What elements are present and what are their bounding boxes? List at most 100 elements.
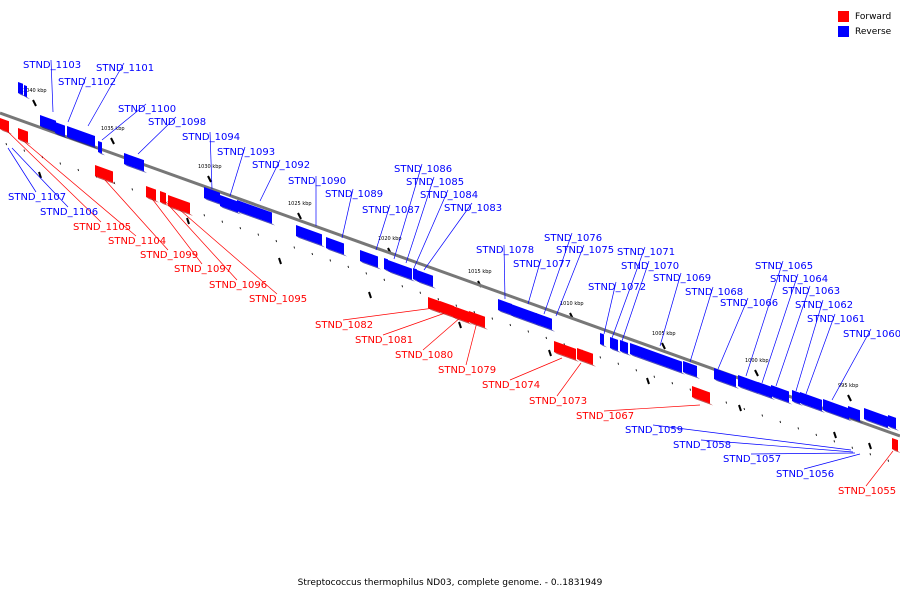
reverse-gene-label[interactable]: STND_1062 xyxy=(795,300,853,311)
reverse-gene-label[interactable]: STND_1064 xyxy=(770,274,828,285)
reverse-gene-label[interactable]: STND_1063 xyxy=(782,286,840,297)
forward-gene-arrow[interactable] xyxy=(428,297,443,315)
forward-gene-label[interactable]: STND_1079 xyxy=(438,365,496,376)
reverse-gene-arrow[interactable] xyxy=(237,200,275,226)
reverse-gene-label[interactable]: STND_1058 xyxy=(673,440,731,451)
forward-gene-arrow[interactable] xyxy=(160,191,169,207)
reverse-gene-label[interactable]: STND_1086 xyxy=(394,164,452,175)
reverse-gene-label[interactable]: STND_1090 xyxy=(288,176,346,187)
reverse-gene-arrow[interactable] xyxy=(620,340,631,356)
forward-gene-label[interactable]: STND_1055 xyxy=(838,486,896,497)
reverse-gene-label[interactable]: STND_1061 xyxy=(807,314,865,325)
reverse-gene-arrow[interactable] xyxy=(326,237,347,257)
reverse-gene-label[interactable]: STND_1107 xyxy=(8,192,66,203)
forward-gene-label[interactable]: STND_1081 xyxy=(355,335,413,346)
reverse-gene-arrow[interactable] xyxy=(24,85,30,100)
forward-gene-label[interactable]: STND_1074 xyxy=(482,380,540,391)
reverse-gene-label[interactable]: STND_1100 xyxy=(118,104,176,115)
reverse-gene-label[interactable]: STND_1060 xyxy=(843,329,900,340)
reverse-gene-arrow[interactable] xyxy=(738,375,761,396)
forward-gene-label[interactable]: STND_1104 xyxy=(108,236,166,247)
reverse-gene-label[interactable]: STND_1072 xyxy=(588,282,646,293)
reverse-gene-label[interactable]: STND_1057 xyxy=(723,454,781,465)
reverse-gene-label[interactable]: STND_1065 xyxy=(755,261,813,272)
reverse-gene-label[interactable]: STND_1089 xyxy=(325,189,383,200)
forward-gene-arrow[interactable] xyxy=(0,118,12,135)
reverse-gene-arrow[interactable] xyxy=(610,337,621,353)
reverse-gene-label[interactable]: STND_1056 xyxy=(776,469,834,480)
reverse-gene-arrow[interactable] xyxy=(792,390,803,406)
reverse-gene-arrow[interactable] xyxy=(204,187,223,206)
reverse-gene-label[interactable]: STND_1059 xyxy=(625,425,683,436)
reverse-gene-arrow[interactable] xyxy=(360,250,381,270)
major-tick xyxy=(207,175,212,183)
reverse-gene-label[interactable]: STND_1076 xyxy=(544,233,602,244)
reverse-gene-arrow[interactable] xyxy=(771,385,792,405)
reverse-gene-arrow[interactable] xyxy=(714,368,739,389)
reverse-gene-label[interactable]: STND_1101 xyxy=(96,63,154,74)
forward-gene-arrow[interactable] xyxy=(168,195,193,216)
reverse-gene-arrow[interactable] xyxy=(800,392,825,413)
reverse-gene-label[interactable]: STND_1071 xyxy=(617,247,675,258)
reverse-gene-arrow[interactable] xyxy=(864,408,891,430)
reverse-gene-label[interactable]: STND_1087 xyxy=(362,205,420,216)
reverse-gene-arrow[interactable] xyxy=(296,225,325,248)
reverse-gene-label[interactable]: STND_1068 xyxy=(685,287,743,298)
forward-gene-label[interactable]: STND_1082 xyxy=(315,320,373,331)
reverse-gene-arrow[interactable] xyxy=(600,333,607,348)
reverse-gene-arrow[interactable] xyxy=(630,343,685,375)
leader-line xyxy=(795,299,824,392)
reverse-gene-arrow[interactable] xyxy=(417,270,436,289)
forward-gene-label[interactable]: STND_1067 xyxy=(576,411,634,422)
forward-gene-label[interactable]: STND_1096 xyxy=(209,280,267,291)
reverse-gene-label[interactable]: STND_1070 xyxy=(621,261,679,272)
forward-gene-arrow[interactable] xyxy=(453,306,472,325)
reverse-gene-arrow[interactable] xyxy=(683,361,700,380)
reverse-gene-arrow[interactable] xyxy=(67,126,98,150)
forward-gene-arrow[interactable] xyxy=(469,311,488,330)
reverse-gene-arrow[interactable] xyxy=(888,415,899,431)
forward-gene-label[interactable]: STND_1080 xyxy=(395,350,453,361)
reverse-gene-arrow[interactable] xyxy=(823,399,852,422)
reverse-gene-label[interactable]: STND_1069 xyxy=(653,273,711,284)
reverse-gene-label[interactable]: STND_1103 xyxy=(23,60,81,71)
reverse-gene-arrow[interactable] xyxy=(124,153,147,174)
forward-gene-arrow[interactable] xyxy=(554,341,579,362)
forward-gene-label[interactable]: STND_1105 xyxy=(73,222,131,233)
forward-gene-label[interactable]: STND_1073 xyxy=(529,396,587,407)
forward-gene-arrow[interactable] xyxy=(692,386,713,406)
reverse-gene-arrow[interactable] xyxy=(388,260,415,282)
reverse-gene-label[interactable]: STND_1098 xyxy=(148,117,206,128)
forward-gene-arrow[interactable] xyxy=(440,301,457,320)
reverse-gene-label[interactable]: STND_1092 xyxy=(252,160,310,171)
reverse-gene-label[interactable]: STND_1084 xyxy=(420,190,478,201)
reverse-gene-label[interactable]: STND_1094 xyxy=(182,132,240,143)
forward-gene-arrow[interactable] xyxy=(892,438,900,453)
reverse-gene-arrow[interactable] xyxy=(536,313,555,332)
forward-gene-label[interactable]: STND_1095 xyxy=(249,294,307,305)
forward-gene-arrow[interactable] xyxy=(146,186,159,203)
reverse-gene-label[interactable]: STND_1077 xyxy=(513,259,571,270)
forward-gene-arrow[interactable] xyxy=(577,348,596,367)
reverse-gene-arrow[interactable] xyxy=(40,115,59,134)
reverse-gene-arrow[interactable] xyxy=(848,406,863,424)
reverse-gene-label[interactable]: STND_1066 xyxy=(720,298,778,309)
reverse-gene-arrow[interactable] xyxy=(498,299,515,318)
reverse-gene-label[interactable]: STND_1093 xyxy=(217,147,275,158)
reverse-gene-label[interactable]: STND_1083 xyxy=(444,203,502,214)
forward-gene-arrow[interactable] xyxy=(95,165,116,185)
reverse-gene-label[interactable]: STND_1106 xyxy=(40,207,98,218)
reverse-gene-arrow[interactable] xyxy=(98,141,105,156)
forward-gene-label[interactable]: STND_1099 xyxy=(140,250,198,261)
reverse-gene-label[interactable]: STND_1102 xyxy=(58,77,116,88)
reverse-gene-arrow[interactable] xyxy=(55,122,68,139)
forward-gene-label[interactable]: STND_1097 xyxy=(174,264,232,275)
forward-gene-arrow[interactable] xyxy=(18,128,31,145)
reverse-gene-label[interactable]: STND_1085 xyxy=(406,177,464,188)
reverse-gene-arrow[interactable] xyxy=(220,195,241,215)
reverse-gene-arrow[interactable] xyxy=(758,382,775,401)
leader-line xyxy=(611,246,646,339)
reverse-gene-arrow[interactable] xyxy=(511,304,540,327)
reverse-gene-label[interactable]: STND_1075 xyxy=(556,245,614,256)
reverse-gene-label[interactable]: STND_1078 xyxy=(476,245,534,256)
